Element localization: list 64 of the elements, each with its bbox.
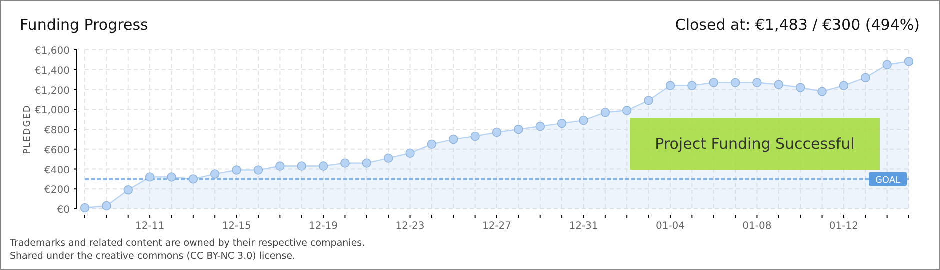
point — [145, 172, 155, 182]
point — [709, 78, 718, 88]
point — [904, 57, 914, 66]
x-tick-label: 12-23 — [396, 221, 425, 232]
x-tick-label: 12-19 — [308, 221, 338, 232]
point — [557, 118, 567, 128]
x-tick-label: 01-12 — [829, 221, 858, 232]
point — [384, 154, 394, 163]
point — [80, 203, 90, 213]
point — [210, 170, 220, 179]
point — [861, 73, 870, 82]
annotation: Project Funding Successful — [655, 135, 855, 153]
point — [297, 162, 306, 171]
point — [600, 108, 610, 118]
chart-title: Funding Progress — [20, 16, 149, 34]
y-tick-label: €600 — [44, 145, 70, 156]
point — [470, 132, 480, 142]
text: Trademarks and related content are owned by their respective companies. — [9, 238, 366, 249]
x-tick-label: 12-11 — [136, 221, 165, 232]
point — [318, 162, 328, 171]
point — [102, 201, 112, 211]
point — [730, 78, 740, 88]
x-tick-label: 01-04 — [656, 221, 686, 232]
point — [536, 122, 545, 132]
point — [882, 60, 892, 70]
point — [644, 96, 654, 106]
point — [232, 166, 242, 175]
y-tick-label: €1,400 — [35, 66, 70, 77]
point — [514, 124, 524, 134]
x-tick-label: 12-27 — [482, 221, 512, 232]
y-tick-label: €200 — [44, 185, 70, 196]
y-tick-label: €400 — [44, 165, 70, 176]
point — [492, 128, 502, 138]
point — [167, 172, 176, 182]
ref-line-label: GOAL — [875, 176, 901, 186]
y-tick-label: €1,000 — [35, 106, 70, 117]
chart-subtitle: Closed at: €1,483 / €300 (494%) — [675, 16, 920, 34]
text: Shared under the creative commons (CC BY-NC 3.0) license. — [10, 251, 296, 262]
point — [666, 81, 676, 90]
x-tick-label: 12-15 — [222, 221, 252, 232]
point — [579, 116, 588, 126]
point — [276, 162, 285, 171]
point — [752, 78, 762, 88]
point — [406, 148, 415, 158]
y-tick-label: €0 — [57, 205, 70, 216]
y-tick-label: €1,200 — [35, 86, 70, 97]
point — [818, 87, 827, 96]
point — [340, 158, 350, 168]
point — [688, 81, 697, 90]
point — [774, 80, 784, 90]
point — [796, 83, 806, 92]
point — [622, 106, 632, 116]
point — [449, 134, 458, 144]
y-axis-title: PLEDGED — [23, 104, 33, 154]
point — [188, 174, 198, 184]
y-tick-label: €1,600 — [35, 46, 70, 57]
point — [839, 81, 849, 90]
point — [362, 158, 372, 168]
x-tick-label: 12-31 — [569, 221, 598, 232]
point — [124, 186, 133, 195]
point — [254, 166, 264, 175]
point — [427, 140, 437, 150]
x-tick-label: 01-08 — [742, 221, 772, 232]
y-tick-label: €800 — [44, 126, 70, 136]
